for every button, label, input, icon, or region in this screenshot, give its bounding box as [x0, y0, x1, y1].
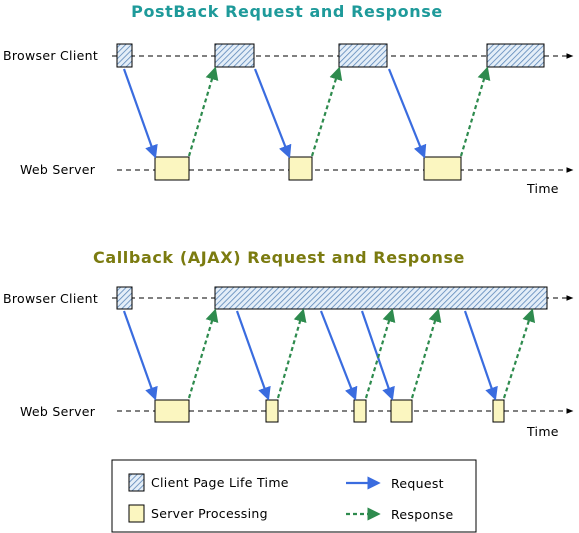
legend-server-swatch	[128, 504, 145, 523]
postback-client-label: Browser Client	[3, 48, 98, 63]
server-processing-box	[353, 399, 367, 423]
response-arrow	[187, 66, 219, 157]
request-arrow	[122, 68, 158, 159]
legend-response-label: Response	[391, 507, 453, 522]
legend-box	[111, 459, 477, 533]
client-page-box	[116, 286, 133, 310]
request-arrow	[122, 310, 158, 401]
response-arrow	[310, 66, 343, 157]
server-processing-box	[154, 156, 190, 181]
response-arrow	[364, 308, 396, 399]
request-arrow	[319, 310, 358, 401]
server-processing-box	[390, 399, 413, 423]
legend-request-label: Request	[391, 476, 444, 491]
client-page-box	[116, 43, 133, 68]
postback-title: PostBack Request and Response	[131, 2, 443, 21]
callback-time-label: Time	[526, 424, 559, 439]
legend-server-label: Server Processing	[151, 506, 268, 521]
client-page-box	[214, 286, 548, 310]
legend: Client Page Life Time Server Processing …	[111, 459, 477, 533]
client-page-box	[486, 43, 545, 68]
postback-server-label: Web Server	[20, 162, 96, 177]
request-arrow	[387, 68, 427, 159]
server-processing-box	[423, 156, 462, 181]
legend-client-swatch	[128, 473, 145, 492]
legend-client-label: Client Page Life Time	[151, 475, 289, 490]
request-arrow	[360, 310, 395, 401]
callback-server-label: Web Server	[20, 404, 96, 419]
request-arrow	[463, 310, 498, 401]
server-processing-box	[288, 156, 313, 181]
server-processing-box	[492, 399, 505, 423]
response-arrow	[187, 308, 219, 399]
response-arrow	[459, 66, 491, 157]
postback-time-label: Time	[526, 181, 559, 196]
callback-title: Callback (AJAX) Request and Response	[93, 248, 465, 267]
request-arrow	[253, 68, 292, 159]
callback-diagram: Callback (AJAX) Request and Response Bro…	[3, 248, 574, 439]
server-processing-box	[154, 399, 190, 423]
client-page-box	[338, 43, 388, 68]
client-page-box	[214, 43, 255, 68]
response-arrow	[276, 308, 307, 399]
request-arrow	[235, 310, 271, 401]
server-processing-box	[265, 399, 279, 423]
response-arrow	[502, 308, 536, 399]
response-arrow	[410, 308, 442, 399]
callback-client-label: Browser Client	[3, 291, 98, 306]
postback-diagram: PostBack Request and Response Browser Cl…	[3, 2, 574, 196]
